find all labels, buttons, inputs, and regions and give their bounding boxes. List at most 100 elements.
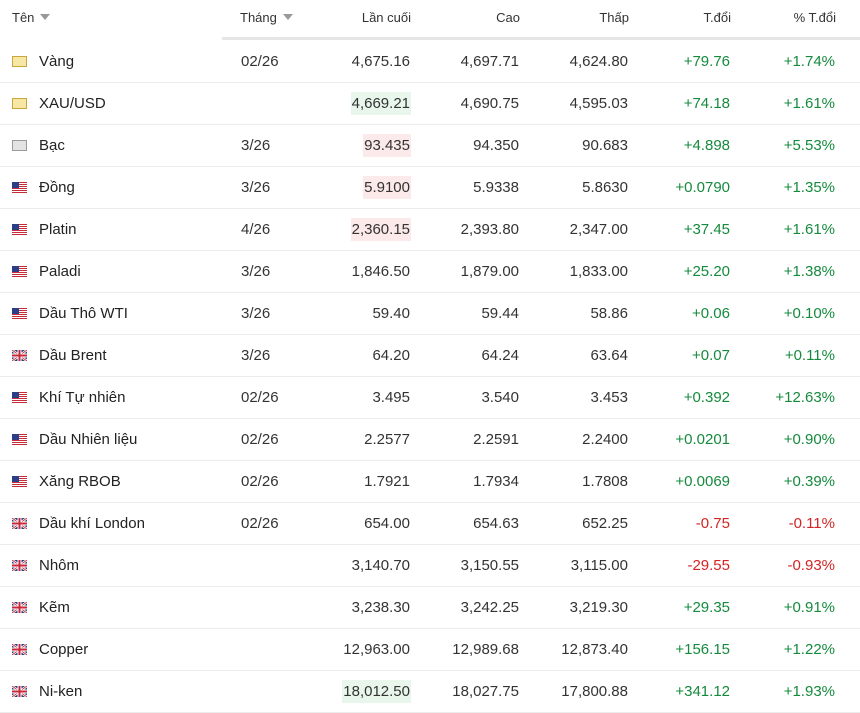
- cell-name[interactable]: Kẽm: [39, 587, 70, 628]
- column-header[interactable]: Lần cuối: [362, 10, 411, 25]
- cell-text: 652.25: [582, 515, 628, 532]
- cell-change-pct: +12.63%: [774, 377, 836, 418]
- cell-change: +0.0790: [674, 167, 731, 208]
- cell-text: 3/26: [241, 179, 271, 196]
- cell-change-pct: +0.10%: [783, 293, 836, 334]
- cell-name[interactable]: Dầu khí London: [39, 503, 145, 544]
- cell-name[interactable]: Nhôm: [39, 545, 79, 586]
- cell-high: 1.7934: [472, 461, 520, 502]
- cell-text: 654.63: [473, 515, 519, 532]
- header-divider: [222, 37, 860, 40]
- cell-name[interactable]: Copper: [39, 629, 88, 670]
- cell-last: 93.435: [363, 125, 411, 166]
- table-row[interactable]: Bạc 3/26 93.435 94.350 90.683 +4.898 +5.53%: [0, 125, 860, 167]
- column-header[interactable]: Tên: [12, 10, 51, 25]
- cell-text: Copper: [39, 641, 89, 658]
- cell-name[interactable]: Bạc: [39, 125, 65, 166]
- cell-name[interactable]: Dầu Nhiên liệu: [39, 419, 137, 460]
- table-row[interactable]: Dầu Brent 3/26 64.20 64.24 63.64 +0.07 +0.11%: [0, 335, 860, 377]
- cell-text: +0.11%: [784, 347, 835, 364]
- table-row[interactable]: Nhôm 3,140.70 3,150.55 3,115.00 -29.55 -0.93%: [0, 545, 860, 587]
- cell-text: Dầu Nhiên liệu: [39, 431, 138, 448]
- cell-name[interactable]: Đồng: [39, 167, 75, 208]
- table-row[interactable]: Kẽm 3,238.30 3,242.25 3,219.30 +29.35 +0.91%: [0, 587, 860, 629]
- cell-month: 02/26: [240, 41, 280, 82]
- flag-icon: [12, 98, 27, 109]
- cell-month: 3/26: [240, 167, 271, 208]
- table-row[interactable]: XAU/USD 4,669.21 4,690.75 4,595.03 +74.18 +1.…: [0, 83, 860, 125]
- cell-name[interactable]: Vàng: [39, 41, 74, 82]
- table-row[interactable]: Platin 4/26 2,360.15 2,393.80 2,347.00 +37.45…: [0, 209, 860, 251]
- cell-text: +1.22%: [783, 641, 835, 658]
- column-header-label: Tên: [12, 10, 35, 25]
- cell-text: 4,697.71: [460, 53, 519, 70]
- table-row[interactable]: Khí Tự nhiên 02/26 3.495 3.540 3.453 +0.392 +1…: [0, 377, 860, 419]
- table-row[interactable]: Copper 12,963.00 12,989.68 12,873.40 +156.15…: [0, 629, 860, 671]
- cell-high: 12,989.68: [451, 629, 520, 670]
- table-row[interactable]: Xăng RBOB 02/26 1.7921 1.7934 1.7808 +0.0069 +…: [0, 461, 860, 503]
- table-row[interactable]: Vàng 02/26 4,675.16 4,697.71 4,624.80 +79.76 +…: [0, 41, 860, 83]
- cell-text: 02/26: [241, 515, 279, 532]
- cell-name[interactable]: Xăng RBOB: [39, 461, 121, 502]
- cell-high: 3,242.25: [460, 587, 520, 628]
- cell-text: 17,800.88: [561, 683, 628, 700]
- cell-name[interactable]: XAU/USD: [39, 83, 106, 124]
- table-row[interactable]: Paladi 3/26 1,846.50 1,879.00 1,833.00 +25.20…: [0, 251, 860, 293]
- cell-text: +74.18: [683, 95, 730, 112]
- cell-name[interactable]: Dầu Brent: [39, 335, 107, 376]
- column-header[interactable]: % T.đổi: [794, 10, 836, 25]
- cell-high: 18,027.75: [451, 671, 520, 712]
- table-row[interactable]: Dầu khí London 02/26 654.00 654.63 652.25 -0.…: [0, 503, 860, 545]
- cell-text: 3/26: [241, 263, 271, 280]
- cell-text: 2,360.15: [350, 218, 411, 241]
- cell-name[interactable]: Khí Tự nhiên: [39, 377, 125, 418]
- cell-change-pct: +1.61%: [783, 209, 836, 250]
- column-header[interactable]: Tháng: [240, 10, 293, 25]
- cell-name[interactable]: Platin: [39, 209, 77, 250]
- table-row[interactable]: Đồng 3/26 5.9100 5.9338 5.8630 +0.0790 +1.35%: [0, 167, 860, 209]
- cell-high: 59.44: [480, 293, 520, 334]
- table-row[interactable]: Dầu Nhiên liệu 02/26 2.2577 2.2591 2.2400 +0.…: [0, 419, 860, 461]
- flag-icon: [12, 224, 27, 235]
- cell-text: 63.64: [590, 347, 628, 364]
- cell-name[interactable]: Ni-ken: [39, 671, 82, 712]
- cell-last: 64.20: [371, 335, 411, 376]
- cell-text: +0.10%: [783, 305, 835, 322]
- column-header[interactable]: Thấp: [599, 10, 629, 25]
- cell-text: 3,219.30: [569, 599, 628, 616]
- cell-change-pct: +1.38%: [783, 251, 836, 292]
- table-row[interactable]: Dầu Thô WTI 3/26 59.40 59.44 58.86 +0.06 +0.10…: [0, 293, 860, 335]
- cell-change-pct: -0.11%: [788, 503, 836, 544]
- cell-low: 2.2400: [581, 419, 629, 460]
- cell-change: +4.898: [683, 125, 731, 166]
- cell-name[interactable]: Paladi: [39, 251, 81, 292]
- cell-last: 12,963.00: [342, 629, 411, 670]
- cell-text: 2,347.00: [569, 221, 628, 238]
- cell-change-pct: +0.90%: [783, 419, 836, 460]
- cell-text: 12,963.00: [343, 641, 410, 658]
- cell-text: Đồng: [39, 179, 75, 196]
- flag-icon: [12, 392, 27, 403]
- cell-text: +341.12: [675, 683, 730, 700]
- table-row[interactable]: Ni-ken 18,012.50 18,027.75 17,800.88 +341.12…: [0, 671, 860, 713]
- cell-change: +0.06: [691, 293, 731, 334]
- cell-high: 654.63: [472, 503, 520, 544]
- cell-change: +0.0201: [674, 419, 731, 460]
- column-header-label: Cao: [496, 10, 520, 25]
- cell-name[interactable]: Dầu Thô WTI: [39, 293, 128, 334]
- cell-change-pct: +0.39%: [783, 461, 836, 502]
- cell-text: +79.76: [683, 53, 730, 70]
- cell-text: 4,675.16: [351, 53, 410, 70]
- cell-text: 3/26: [241, 305, 271, 322]
- cell-text: 18,012.50: [342, 680, 411, 703]
- cell-text: 2.2577: [364, 431, 410, 448]
- cell-low: 5.8630: [581, 167, 629, 208]
- column-header[interactable]: T.đổi: [704, 10, 731, 25]
- cell-text: +25.20: [683, 263, 730, 280]
- cell-change-pct: +1.22%: [783, 629, 836, 670]
- cell-last: 4,669.21: [350, 83, 411, 124]
- cell-text: 3,115.00: [570, 557, 628, 574]
- cell-text: +1.93%: [783, 683, 835, 700]
- cell-change: +0.0069: [674, 461, 731, 502]
- column-header[interactable]: Cao: [496, 10, 520, 25]
